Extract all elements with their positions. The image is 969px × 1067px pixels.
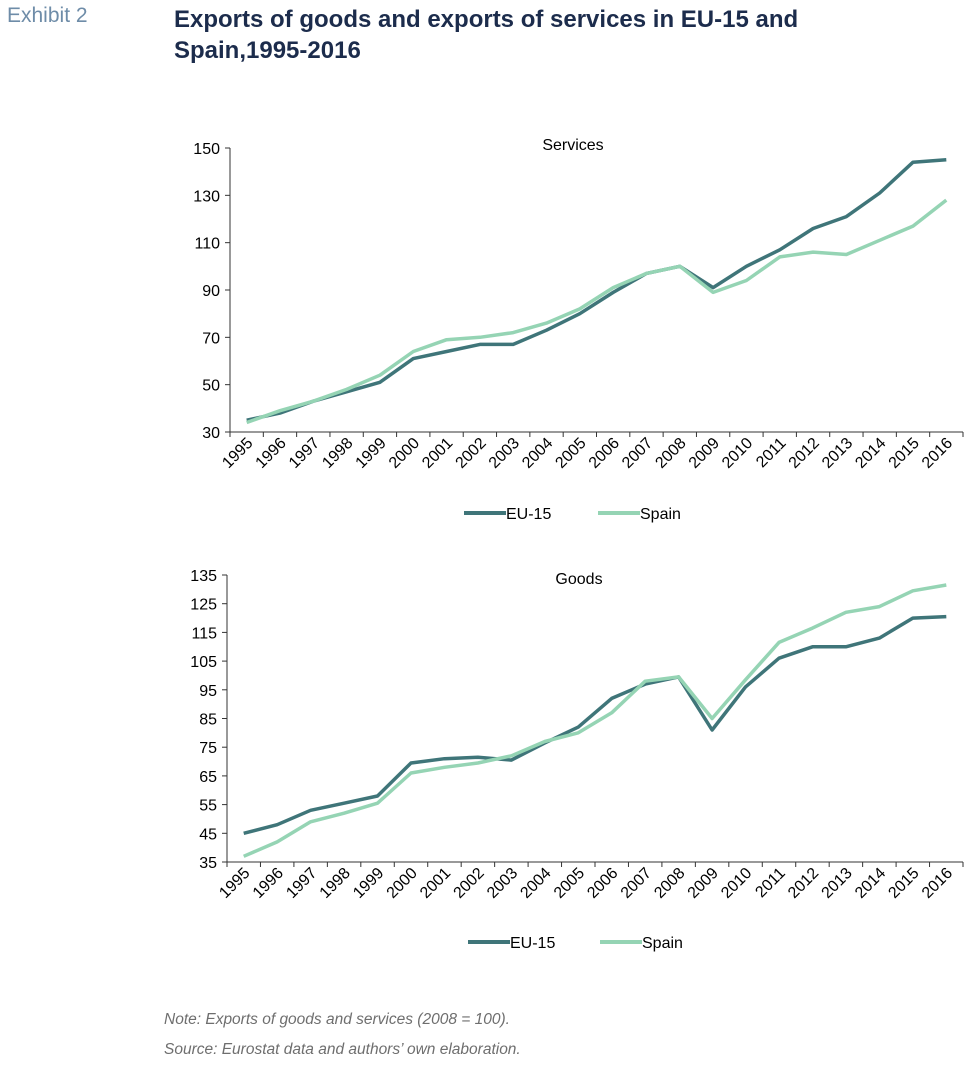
services-series-eu15-line	[246, 158, 947, 422]
goods-y-tick-label: 55	[199, 798, 217, 815]
services-legend-spain-label: Spain	[640, 506, 681, 523]
services-x-tick-label: 2009	[686, 435, 723, 472]
goods-x-tick-label: 2015	[885, 865, 922, 902]
services-y-tick-label: 110	[194, 236, 220, 253]
services-x-tick-label: 2012	[786, 435, 823, 472]
page-title: Exports of goods and exports of services…	[174, 6, 799, 64]
goods-legend-spain-label: Spain	[642, 935, 683, 952]
services-x-tick-label: 2011	[753, 435, 789, 471]
goods-x-tick-label: 1995	[216, 865, 253, 902]
goods-x-tick-label: 2003	[484, 865, 521, 902]
services-x-tick-label: 2001	[419, 435, 456, 472]
services-x-tick-label: 2007	[619, 435, 656, 472]
services-y-tick-label: 70	[202, 330, 220, 347]
services-x-tick-label: 2000	[386, 435, 423, 472]
goods-x-tick-label: 2004	[517, 865, 554, 902]
services-chart: Services30507090110130150199519961997199…	[193, 137, 964, 523]
goods-x-tick-label: 2010	[718, 865, 755, 902]
services-y-tick-label: 30	[202, 425, 220, 442]
services-x-tick-label: 1998	[319, 435, 356, 472]
goods-x-tick-label: 2008	[651, 865, 688, 902]
goods-x-tick-label: 1999	[350, 865, 387, 902]
goods-x-tick-label: 1998	[317, 865, 354, 902]
services-x-tick-label: 1996	[253, 435, 290, 472]
goods-legend-eu15-label: EU-15	[510, 935, 555, 952]
services-x-tick-label: 2005	[552, 435, 589, 472]
goods-x-tick-label: 2007	[618, 865, 655, 902]
goods-y-tick-label: 125	[190, 597, 217, 614]
services-y-tick-label: 150	[193, 141, 220, 158]
goods-x-tick-label: 2001	[417, 865, 454, 902]
services-y-tick-label: 90	[202, 283, 220, 300]
goods-x-tick-label: 2006	[584, 865, 621, 902]
services-x-tick-label: 2015	[886, 435, 923, 472]
goods-x-tick-label: 1996	[250, 865, 287, 902]
goods-x-tick-label: 2011	[752, 865, 788, 901]
goods-y-tick-label: 95	[199, 683, 217, 700]
goods-x-tick-label: 2005	[551, 865, 588, 902]
goods-y-tick-label: 115	[191, 625, 217, 642]
goods-x-tick-label: 2016	[919, 865, 956, 902]
services-y-tick-label: 50	[202, 378, 220, 395]
goods-chart-title: Goods	[555, 571, 602, 588]
exhibit-label: Exhibit 2	[7, 4, 88, 27]
goods-x-tick-label: 2013	[819, 865, 856, 902]
services-x-tick-label: 2006	[586, 435, 623, 472]
services-x-tick-label: 2016	[919, 435, 956, 472]
services-x-tick-label: 2003	[486, 435, 523, 472]
goods-x-tick-label: 2009	[685, 865, 722, 902]
services-x-tick-label: 2014	[852, 435, 889, 472]
goods-y-tick-label: 135	[190, 568, 217, 585]
goods-y-tick-label: 75	[199, 740, 217, 757]
goods-y-tick-label: 105	[190, 654, 217, 671]
goods-x-tick-label: 2014	[852, 865, 889, 902]
goods-series-eu15-line	[243, 614, 947, 835]
services-chart-title: Services	[542, 137, 603, 154]
goods-x-tick-label: 2000	[384, 865, 421, 902]
goods-y-tick-label: 35	[199, 855, 217, 872]
services-x-tick-label: 1997	[286, 435, 323, 472]
goods-y-tick-label: 65	[199, 769, 217, 786]
services-x-tick-label: 1995	[219, 435, 256, 472]
services-x-tick-label: 1999	[353, 435, 390, 472]
goods-chart: Goods35455565758595105115125135199519961…	[190, 568, 964, 952]
services-x-tick-label: 2013	[819, 435, 856, 472]
goods-series-spain-line	[243, 583, 947, 858]
services-x-tick-label: 2004	[519, 435, 556, 472]
services-legend-eu15-label: EU-15	[506, 506, 551, 523]
services-x-tick-label: 2010	[719, 435, 756, 472]
chart-source: Source: Eurostat data and authors’ own e…	[164, 1041, 521, 1058]
services-x-tick-label: 2002	[453, 435, 490, 472]
goods-x-tick-label: 1997	[283, 865, 320, 902]
services-y-tick-label: 130	[193, 188, 220, 205]
goods-x-tick-label: 2012	[785, 865, 822, 902]
services-series-spain-line	[246, 198, 948, 425]
services-x-tick-label: 2008	[652, 435, 689, 472]
goods-y-tick-label: 45	[199, 826, 217, 843]
goods-x-tick-label: 2002	[451, 865, 488, 902]
chart-note: Note: Exports of goods and services (200…	[164, 1011, 510, 1028]
goods-y-tick-label: 85	[199, 712, 217, 729]
